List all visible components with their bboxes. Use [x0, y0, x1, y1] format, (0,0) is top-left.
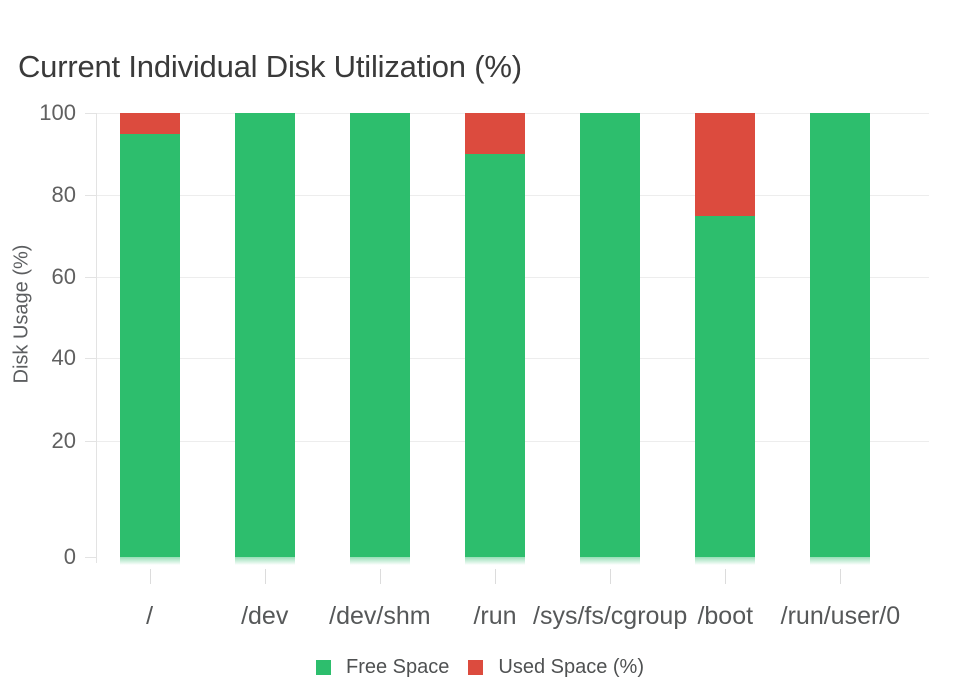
- x-axis-label: /boot: [697, 602, 754, 630]
- bar-slot: /boot: [668, 113, 783, 630]
- y-axis-tick-label: 60: [51, 264, 76, 289]
- stacked-bar[interactable]: [119, 113, 180, 565]
- y-axis-tick-mark: [85, 277, 96, 278]
- stacked-bar[interactable]: [580, 113, 641, 565]
- x-axis-tick-mark: [264, 569, 266, 584]
- x-axis-tick-mark: [494, 569, 496, 584]
- chart-title: Current Individual Disk Utilization (%): [18, 48, 522, 84]
- y-axis-title: Disk Usage (%): [10, 244, 33, 384]
- x-axis-label: /sys/fs/cgroup: [533, 602, 688, 630]
- bar-segment-used[interactable]: [464, 113, 525, 154]
- stacked-bar[interactable]: [810, 113, 871, 565]
- legend-label: Free Space: [345, 656, 450, 678]
- stacked-bar[interactable]: [349, 113, 410, 565]
- bar-slot: /run: [437, 113, 552, 630]
- x-axis-label: /run/user/0: [780, 602, 901, 630]
- bar-segment-free[interactable]: [464, 154, 525, 557]
- bar-segment-free[interactable]: [810, 113, 871, 557]
- legend-item[interactable]: Free Space: [315, 656, 450, 678]
- y-axis-tick-label: 0: [63, 544, 76, 569]
- y-axis-tick-mark: [85, 557, 96, 558]
- plot-area: / /dev/dev/shm/run/sys/fs/cgroup/boot/run…: [92, 113, 900, 630]
- x-axis-label: /run: [473, 602, 517, 630]
- bar-slot: /sys/fs/cgroup: [533, 113, 687, 630]
- y-axis-tick-label: 20: [51, 428, 76, 453]
- bar-segment-used[interactable]: [119, 113, 180, 134]
- bar-segment-free[interactable]: [695, 215, 756, 557]
- x-axis-tick-mark: [725, 569, 727, 584]
- x-axis-label: /dev/shm: [329, 602, 431, 630]
- legend-color-swatch: [468, 659, 484, 675]
- bar-slot: /run/user/0: [781, 113, 900, 630]
- x-axis-tick-mark: [610, 569, 612, 584]
- bar-slot: /: [92, 113, 207, 630]
- stacked-bar[interactable]: [234, 113, 295, 565]
- legend-label: Used Space (%): [498, 656, 644, 678]
- y-axis-tick-label: 40: [51, 345, 76, 370]
- x-axis-tick-mark: [840, 569, 842, 584]
- y-axis-tick-mark: [85, 441, 96, 442]
- stacked-bar[interactable]: [464, 113, 525, 565]
- bar-segment-free[interactable]: [119, 133, 180, 557]
- legend: Free Space Used Space (%): [0, 653, 960, 681]
- y-axis-line: [96, 113, 97, 563]
- x-axis-tick-mark: [149, 569, 151, 584]
- bar-slot: /dev/shm: [322, 113, 437, 630]
- bar-segment-free[interactable]: [234, 113, 295, 557]
- legend-color-swatch: [315, 659, 331, 675]
- x-axis-label: /: [146, 602, 154, 630]
- bar-segment-free[interactable]: [580, 113, 641, 557]
- stacked-bar[interactable]: [695, 113, 756, 565]
- bar-segment-free[interactable]: [349, 113, 410, 557]
- y-axis-tick-label: 100: [39, 100, 76, 125]
- y-axis-tick-mark: [85, 195, 96, 196]
- y-axis-tick-label: 80: [51, 182, 76, 207]
- y-axis-tick-mark: [85, 358, 96, 359]
- y-axis-tick-mark: [85, 113, 96, 114]
- x-axis-tick-mark: [379, 569, 381, 584]
- legend-item[interactable]: Used Space (%): [468, 657, 644, 677]
- x-axis-label: /dev: [241, 602, 289, 630]
- bar-slot: /dev: [207, 113, 322, 630]
- bar-segment-used[interactable]: [695, 113, 756, 216]
